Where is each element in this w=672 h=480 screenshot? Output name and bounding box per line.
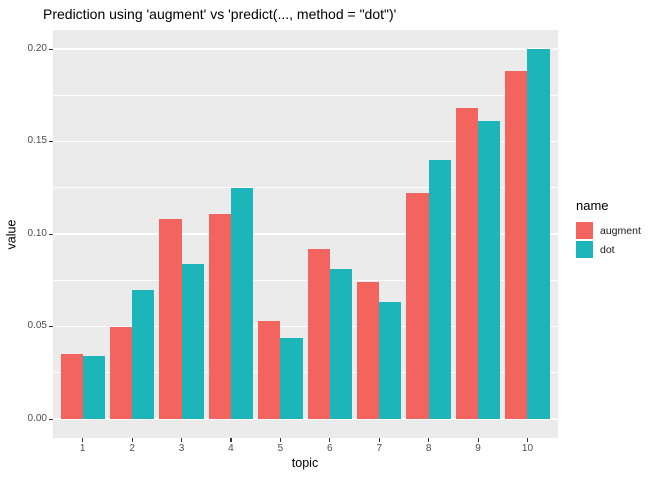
x-tick-mark — [378, 438, 380, 442]
bar-dot-topic-6 — [329, 269, 352, 419]
bar-dot-topic-3 — [181, 263, 204, 419]
plot-panel — [53, 30, 558, 438]
bar-augment-topic-1 — [60, 354, 83, 419]
bar-dot-topic-8 — [428, 160, 451, 419]
legend-key-augment — [576, 222, 593, 239]
x-tick-mark — [82, 438, 84, 442]
y-tick-mark — [49, 326, 53, 328]
bar-dot-topic-2 — [132, 289, 155, 419]
bar-dot-topic-7 — [379, 302, 402, 419]
bar-dot-topic-10 — [527, 49, 550, 419]
x-tick-label: 7 — [376, 443, 382, 454]
x-tick-label: 1 — [79, 443, 86, 454]
major-gridline — [53, 140, 558, 143]
bar-augment-topic-10 — [505, 71, 528, 419]
bar-augment-topic-4 — [208, 213, 231, 419]
bar-dot-topic-5 — [280, 337, 303, 419]
minor-gridline — [53, 187, 558, 189]
legend-entry-augment: augment — [576, 222, 641, 239]
bar-augment-topic-9 — [455, 108, 479, 419]
minor-gridline — [53, 372, 558, 374]
x-tick-mark — [477, 438, 479, 442]
x-tick-label: 8 — [425, 443, 432, 454]
y-tick-label: 0.00 — [27, 412, 47, 424]
y-tick-label: 0.05 — [27, 320, 47, 331]
x-tick-mark — [131, 438, 133, 442]
bar-augment-topic-3 — [159, 219, 182, 419]
y-tick-label: 0.20 — [27, 42, 47, 54]
legend-key-dot — [576, 241, 593, 258]
y-tick-label: 0.15 — [27, 135, 47, 146]
x-tick-label: 10 — [521, 443, 534, 454]
x-tick-mark — [526, 438, 529, 442]
major-gridline — [53, 233, 558, 235]
y-tick-label: 0.10 — [27, 227, 47, 239]
bar-augment-topic-5 — [258, 320, 281, 419]
chart-title: Prediction using 'augment' vs 'predict(.… — [43, 6, 397, 22]
legend-label-augment: augment — [600, 224, 641, 237]
bar-dot-topic-1 — [82, 356, 105, 419]
bar-augment-topic-8 — [406, 193, 429, 419]
legend: name augment dot — [576, 198, 641, 260]
major-gridline — [53, 418, 558, 420]
bar-dot-topic-9 — [478, 121, 501, 419]
y-tick-mark — [49, 418, 53, 420]
major-gridline — [53, 48, 558, 50]
x-tick-label: 5 — [277, 443, 284, 454]
legend-entry-dot: dot — [576, 241, 641, 258]
x-tick-label: 6 — [327, 443, 333, 454]
y-tick-mark — [49, 48, 53, 50]
legend-label-dot: dot — [600, 243, 615, 256]
x-tick-mark — [279, 438, 282, 442]
legend-entries: augment dot — [576, 222, 641, 258]
x-tick-mark — [230, 438, 232, 442]
x-tick-label: 3 — [178, 443, 185, 454]
major-gridline — [53, 325, 558, 328]
x-tick-mark — [329, 438, 331, 442]
bar-augment-topic-7 — [357, 282, 380, 419]
x-tick-label: 4 — [228, 443, 234, 454]
bar-augment-topic-6 — [307, 248, 330, 419]
x-tick-label: 2 — [129, 443, 135, 454]
x-axis-title: topic — [291, 456, 319, 470]
bar-dot-topic-4 — [230, 187, 254, 419]
legend-title: name — [576, 198, 609, 213]
minor-gridline — [53, 94, 558, 96]
x-tick-mark — [181, 438, 183, 442]
bar-augment-topic-2 — [109, 326, 133, 419]
y-tick-mark — [49, 233, 53, 235]
y-tick-mark — [49, 141, 53, 143]
minor-gridline — [53, 279, 558, 281]
x-tick-label: 9 — [475, 443, 481, 454]
x-tick-mark — [428, 438, 430, 442]
